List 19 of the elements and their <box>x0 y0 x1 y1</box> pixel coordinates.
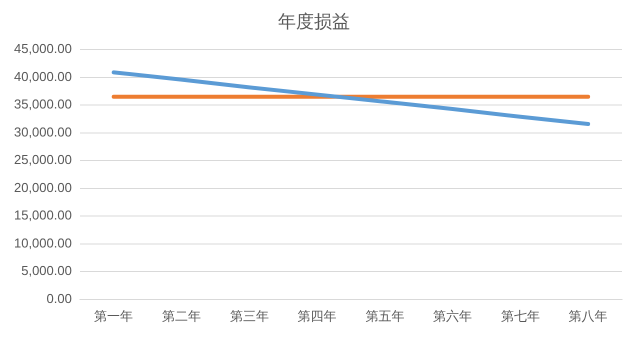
y-tick-label: 20,000.00 <box>14 180 72 195</box>
y-tick-label: 15,000.00 <box>14 208 72 223</box>
y-tick-label: 40,000.00 <box>14 68 72 84</box>
y-tick-label: 5,000.00 <box>21 263 72 278</box>
y-tick-label: 35,000.00 <box>14 96 72 112</box>
x-tick-label: 第三年 <box>230 310 269 325</box>
y-tick-label: 30,000.00 <box>14 124 72 140</box>
x-tick-label: 第二年 <box>162 310 201 325</box>
x-tick-label: 第一年 <box>94 310 134 325</box>
y-tick-label: 25,000.00 <box>14 152 72 168</box>
y-tick-label: 45,000.00 <box>14 41 72 56</box>
y-tick-label: 10,000.00 <box>14 235 72 250</box>
x-tick-label: 第八年 <box>568 310 608 325</box>
y-tick-label: 0.00 <box>46 290 72 306</box>
x-tick-label: 第四年 <box>298 310 337 325</box>
x-tick-label: 第六年 <box>433 310 472 325</box>
x-tick-label: 第五年 <box>365 310 404 325</box>
x-tick-label: 第七年 <box>500 310 540 325</box>
chart-title: 年度损益 <box>278 11 350 32</box>
